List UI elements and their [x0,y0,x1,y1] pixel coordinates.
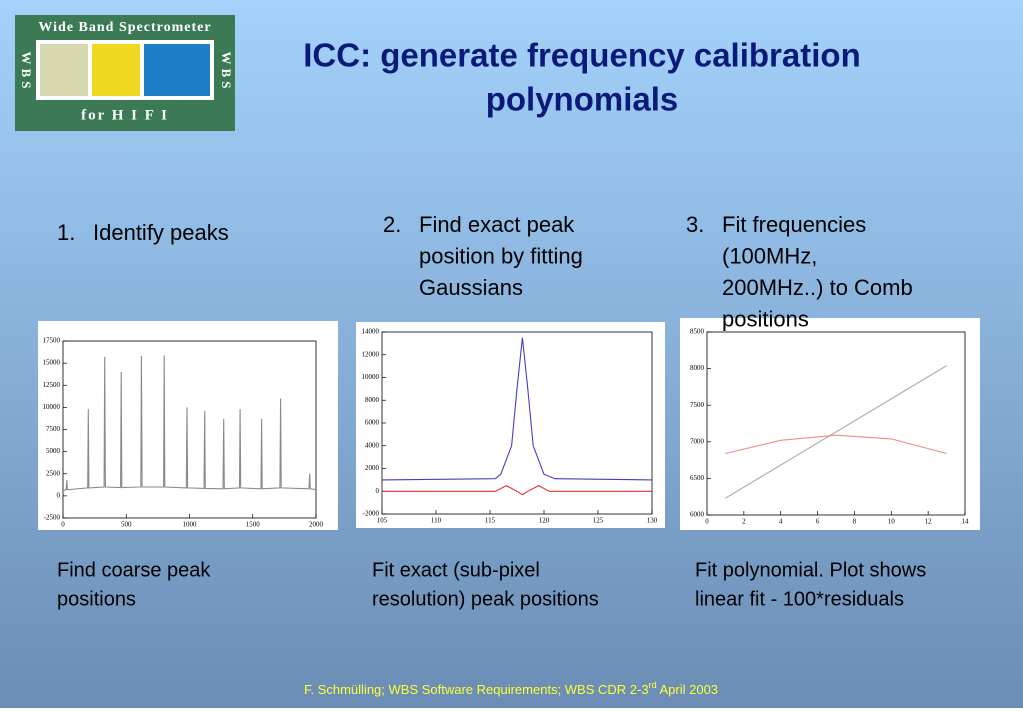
x-tick-label: 0 [61,521,65,529]
y-tick-label: 7500 [46,425,61,433]
y-tick-label: 10000 [43,403,61,411]
step-text: Find exact peak [419,212,575,237]
y-tick-label: 10000 [362,373,380,381]
logo-icon [144,44,210,96]
x-tick-label: 500 [121,521,132,529]
footer: F. Schmülling; WBS Software Requirements… [304,680,718,697]
step-text: position by fitting [419,243,583,268]
y-tick-label: 2500 [46,469,61,477]
caption: Find coarse peak [57,559,211,581]
x-tick-label: 125 [593,517,604,525]
y-tick-label: 12500 [43,381,61,389]
y-tick-label: 2000 [365,464,380,472]
step-text: Fit frequencies [722,212,866,237]
logo-icon [92,44,140,96]
data-line [725,434,947,455]
step-number: 3. [686,212,704,237]
data-line [382,484,652,496]
chart-panel [38,321,338,530]
x-tick-label: 130 [647,517,658,525]
x-tick-label: 2 [742,518,746,526]
step-text: (100MHz, [722,243,817,268]
y-tick-label: 7500 [690,401,705,409]
caption: positions [57,588,136,610]
y-tick-label: -2500 [44,514,61,522]
slide-title: polynomials [486,81,679,118]
step-text: 200MHz..) to Comb [722,275,913,300]
x-tick-label: 110 [431,517,442,525]
caption: linear fit - 100*residuals [695,588,904,610]
y-tick-label: 4000 [365,441,380,449]
chart-panel [356,322,665,528]
x-tick-label: 115 [485,517,496,525]
step-text: positions [722,306,809,331]
y-tick-label: 14000 [362,328,380,336]
footer-part: April 2003 [657,682,718,697]
y-tick-label: 6000 [690,511,705,519]
footer-part: rd [649,680,657,690]
y-tick-label: 8000 [365,396,380,404]
caption: Fit exact (sub-pixel [372,559,540,581]
y-tick-label: 0 [376,487,380,495]
slide-title: ICC: generate frequency calibration [303,37,860,74]
y-tick-label: -2000 [363,510,380,518]
x-tick-label: 12 [925,518,933,526]
logo-subtitle: for H I F I [81,107,169,123]
y-tick-label: 5000 [46,447,61,455]
x-tick-label: 0 [705,518,709,526]
x-tick-label: 6 [816,518,820,526]
footer-part: F. Schmülling; WBS Software Requirements… [304,682,649,697]
y-tick-label: 8500 [690,328,705,336]
x-tick-label: 8 [853,518,857,526]
logo-title: Wide Band Spectrometer [38,20,211,35]
x-tick-label: 1000 [183,521,198,529]
caption: resolution) peak positions [372,588,599,610]
x-tick-label: 14 [962,518,970,526]
y-tick-label: 7000 [690,437,705,445]
data-line [725,365,947,499]
step-number: 2. [383,212,401,237]
x-tick-label: 10 [888,518,896,526]
y-tick-label: 0 [57,491,61,499]
y-tick-label: 12000 [362,350,380,358]
step-text: Gaussians [419,275,523,300]
x-tick-label: 1500 [246,521,261,529]
x-tick-label: 4 [779,518,783,526]
y-tick-label: 8000 [690,364,705,372]
x-tick-label: 105 [377,517,388,525]
y-tick-label: 6500 [690,474,705,482]
y-tick-label: 17500 [43,337,61,345]
y-tick-label: 6000 [365,419,380,427]
logo-icon [40,44,88,96]
plot-frame [706,331,966,516]
caption: Fit polynomial. Plot shows [695,559,926,581]
x-tick-label: 2000 [309,521,324,529]
logo-side: WBS [19,52,34,93]
logo: Wide Band Spectrometer for H I F I WBS W… [15,15,235,131]
y-tick-label: 15000 [43,359,61,367]
data-line [381,337,653,481]
step-number: 1. [57,220,75,245]
x-tick-label: 120 [539,517,550,525]
logo-side: WBS [219,52,234,93]
step-text: Identify peaks [93,220,229,245]
chart-panel [680,318,980,530]
data-line [62,355,317,492]
